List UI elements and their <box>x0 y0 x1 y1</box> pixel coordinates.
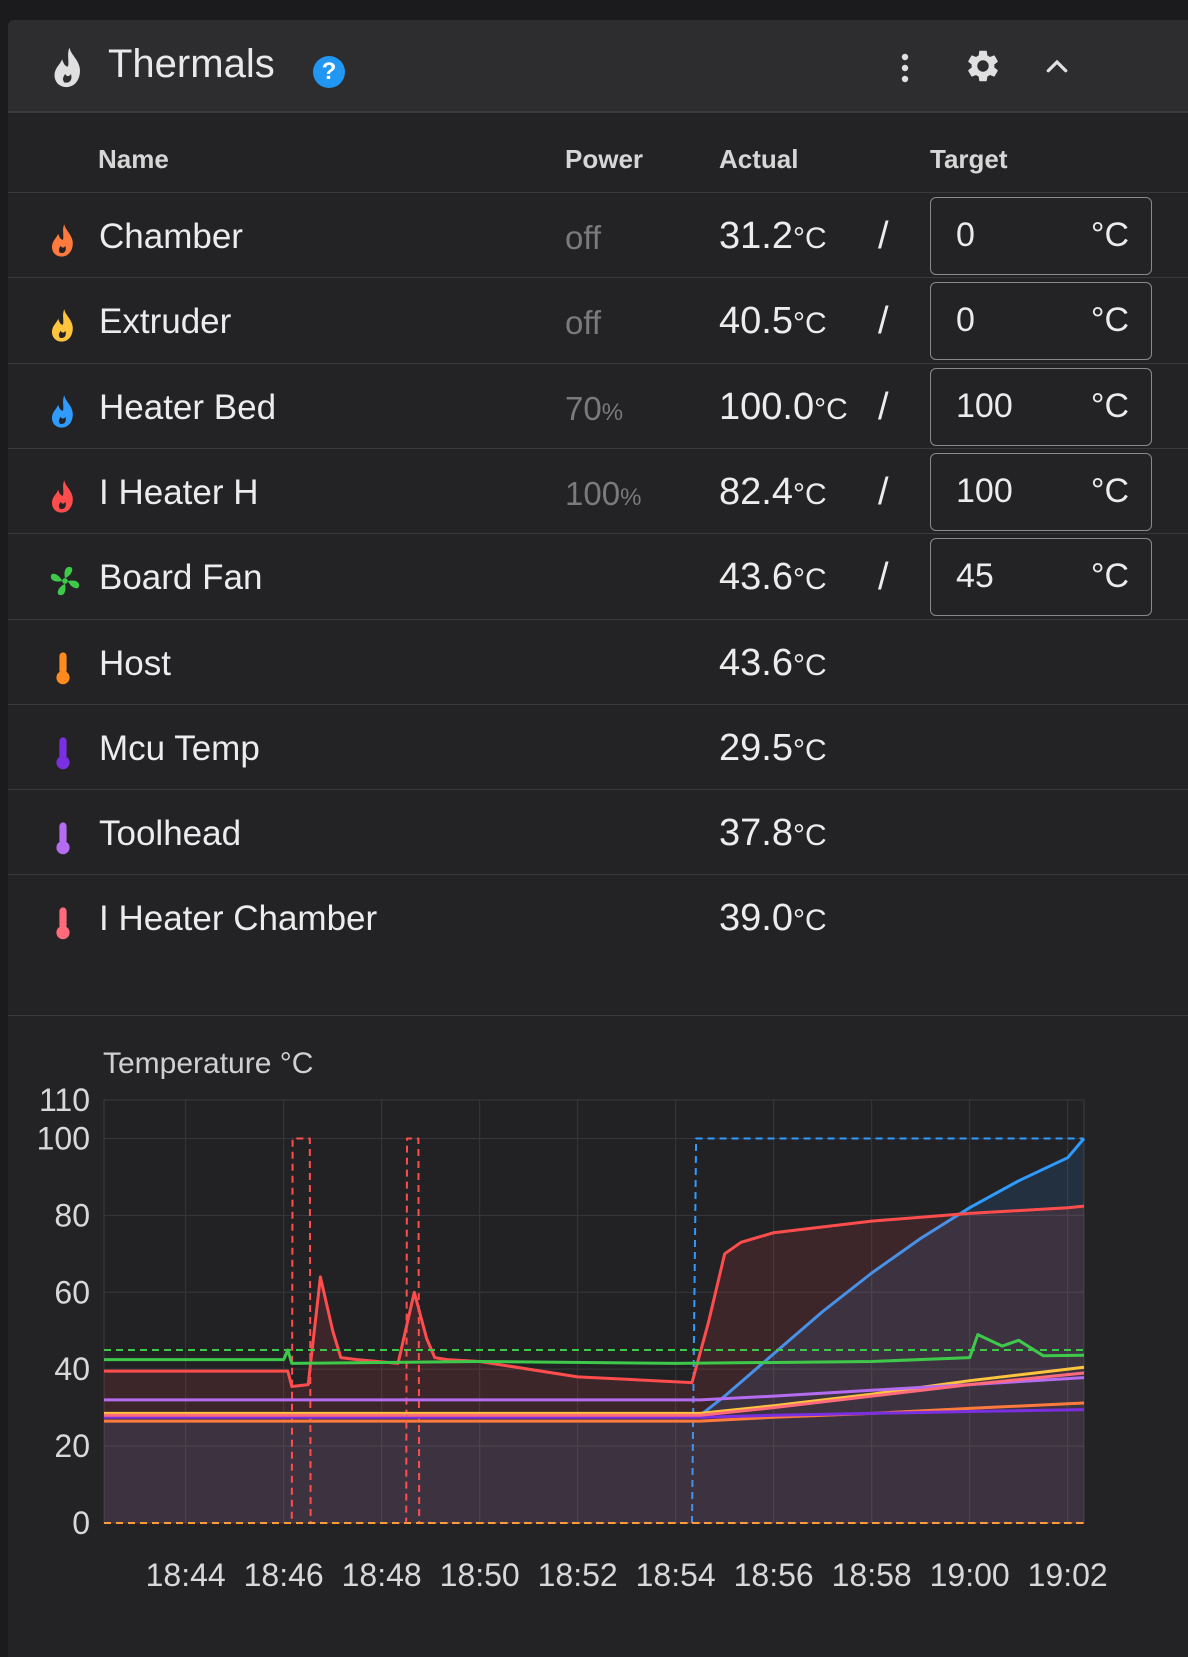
panel-title: Thermals <box>108 42 275 86</box>
actual-temp: 29.5°C <box>719 726 827 769</box>
column-target[interactable]: Target <box>930 144 1008 174</box>
actual-temp: 82.4°C <box>719 470 827 513</box>
thermals-panel: Thermals ? Name Power Actual Target Cham… <box>8 20 1188 1657</box>
actual-temp: 31.2°C <box>719 215 827 257</box>
heater-row: Heater Bed 70% 100.0°C / 100 °C <box>8 362 1188 453</box>
column-actual[interactable]: Actual <box>719 144 799 174</box>
x-tick-label: 18:48 <box>342 1557 422 1593</box>
actual-temp: 43.6°C <box>719 556 827 599</box>
power-value: off <box>565 219 602 256</box>
x-tick-label: 18:50 <box>440 1557 520 1593</box>
heater-row: Host 43.6°C <box>8 618 1188 709</box>
heater-row: Toolhead 37.8°C <box>8 789 1188 879</box>
fan-icon <box>48 564 80 600</box>
separator: / <box>878 300 889 343</box>
x-tick-label: 18:46 <box>244 1557 324 1593</box>
panel-header: Thermals ? <box>8 20 1188 113</box>
heater-name[interactable]: Chamber <box>99 217 243 256</box>
heater-name[interactable]: Heater Bed <box>99 387 277 427</box>
series-line <box>104 1365 1085 1415</box>
series-line <box>104 1204 1085 1388</box>
y-axis-label: Temperature °C <box>103 1047 313 1080</box>
target-temp-input[interactable]: 100 °C <box>930 367 1152 446</box>
y-tick-label: 40 <box>54 1351 90 1387</box>
y-tick-label: 110 <box>39 1082 90 1118</box>
separator: / <box>878 470 889 513</box>
separator: / <box>878 385 889 428</box>
heater-name[interactable]: Host <box>99 643 171 683</box>
series-area <box>104 1206 1084 1523</box>
target-temp-input[interactable]: 0 °C <box>930 197 1152 275</box>
heater-name[interactable]: I Heater H <box>99 472 259 512</box>
series-line <box>104 1137 1086 1417</box>
gear-icon[interactable] <box>964 47 1002 85</box>
power-value: 70% <box>565 389 624 427</box>
x-tick-label: 18:56 <box>734 1557 814 1593</box>
actual-temp: 43.6°C <box>719 641 827 684</box>
thermometer-icon <box>48 820 78 856</box>
x-tick-label: 19:00 <box>930 1557 1010 1593</box>
heater-row: I Heater Chamber 39.0°C <box>8 874 1188 964</box>
thermometer-icon <box>48 905 78 941</box>
power-value: off <box>565 304 602 342</box>
fire-icon <box>48 394 78 430</box>
target-temp-input[interactable]: 45 °C <box>930 538 1152 617</box>
dots-vertical-icon[interactable] <box>893 50 917 86</box>
column-power[interactable]: Power <box>565 144 644 174</box>
heater-row: Board Fan 43.6°C / 45 °C <box>8 533 1188 623</box>
plot-area <box>103 1099 1085 1524</box>
heater-row: Chamber off 31.2°C / 0 °C <box>8 192 1188 282</box>
fire-icon <box>48 479 78 515</box>
actual-temp: 37.8°C <box>719 812 827 855</box>
target-temp-input[interactable]: 100 °C <box>930 452 1152 531</box>
y-tick-label: 0 <box>72 1505 90 1541</box>
separator: / <box>878 556 889 599</box>
x-tick-label: 18:52 <box>538 1557 618 1593</box>
help-circle-icon[interactable]: ? <box>313 56 345 88</box>
actual-temp: 40.5°C <box>719 300 827 343</box>
column-name[interactable]: Name <box>98 144 169 174</box>
fire-icon <box>48 223 78 259</box>
heater-name[interactable]: Board Fan <box>99 558 263 598</box>
series-area <box>104 1138 1084 1523</box>
power-value: 100% <box>565 474 642 512</box>
fire-icon <box>54 47 80 88</box>
x-tick-label: 18:54 <box>636 1557 716 1593</box>
series-line <box>104 1371 1085 1417</box>
y-tick-label: 60 <box>54 1274 90 1310</box>
thermometer-icon <box>48 735 78 771</box>
heater-name[interactable]: Toolhead <box>99 814 242 854</box>
actual-temp: 100.0°C <box>719 385 848 428</box>
target-temp-input[interactable]: 0 °C <box>930 282 1152 361</box>
chevron-up-icon[interactable] <box>1042 52 1072 82</box>
y-tick-label: 80 <box>54 1197 90 1233</box>
temperature-chart: 0 20 40 60 80 100 110 18:44 18:46 18:48 18:50 18:52… <box>8 1015 1188 1657</box>
heater-name[interactable]: Mcu Temp <box>99 728 260 768</box>
series-line <box>104 1408 1085 1419</box>
separator: / <box>878 215 889 257</box>
x-tick-label: 18:44 <box>146 1557 226 1593</box>
x-tick-label: 18:58 <box>832 1557 912 1593</box>
heater-row: Extruder off 40.5°C / 0 °C <box>8 277 1188 367</box>
heater-name[interactable]: I Heater Chamber <box>99 899 378 939</box>
y-tick-label: 100 <box>37 1120 90 1156</box>
fire-icon <box>48 308 78 344</box>
heater-name[interactable]: Extruder <box>99 302 232 342</box>
heater-row: I Heater H 100% 82.4°C / 100 °C <box>8 447 1188 538</box>
heater-row: Mcu Temp 29.5°C <box>8 703 1188 794</box>
y-tick-label: 20 <box>54 1428 90 1464</box>
actual-temp: 39.0°C <box>719 897 827 940</box>
x-tick-label: 19:02 <box>1028 1557 1108 1593</box>
thermometer-icon <box>48 650 78 686</box>
